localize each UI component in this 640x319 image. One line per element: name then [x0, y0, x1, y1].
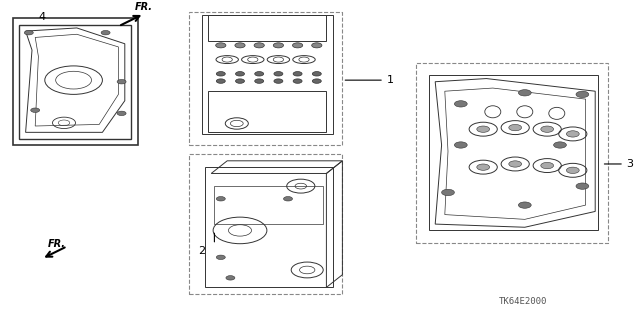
Circle shape — [117, 111, 126, 115]
Circle shape — [541, 126, 554, 132]
Circle shape — [541, 162, 554, 169]
Circle shape — [24, 31, 33, 35]
Circle shape — [566, 131, 579, 137]
Circle shape — [236, 71, 244, 76]
Circle shape — [477, 126, 490, 132]
Circle shape — [117, 79, 126, 84]
Circle shape — [255, 71, 264, 76]
Text: FR.: FR. — [48, 239, 66, 249]
Text: 2: 2 — [198, 246, 205, 256]
Circle shape — [576, 183, 589, 189]
Circle shape — [31, 108, 40, 112]
Circle shape — [518, 202, 531, 208]
Circle shape — [576, 91, 589, 98]
Circle shape — [216, 79, 225, 83]
Circle shape — [236, 79, 244, 83]
Circle shape — [566, 167, 579, 174]
Circle shape — [273, 43, 284, 48]
Circle shape — [254, 43, 264, 48]
Circle shape — [454, 142, 467, 148]
Circle shape — [216, 71, 225, 76]
Circle shape — [235, 43, 245, 48]
Circle shape — [274, 71, 283, 76]
Text: 3: 3 — [626, 159, 633, 169]
Circle shape — [292, 43, 303, 48]
Circle shape — [509, 161, 522, 167]
Circle shape — [216, 255, 225, 260]
Circle shape — [442, 189, 454, 196]
Circle shape — [477, 164, 490, 170]
Circle shape — [312, 43, 322, 48]
Text: 4: 4 — [38, 12, 45, 22]
Circle shape — [216, 43, 226, 48]
Circle shape — [293, 71, 302, 76]
Circle shape — [101, 31, 110, 35]
Circle shape — [518, 90, 531, 96]
Text: TK64E2000: TK64E2000 — [499, 297, 548, 306]
Circle shape — [293, 79, 302, 83]
Circle shape — [312, 79, 321, 83]
Text: FR.: FR. — [134, 2, 152, 12]
Circle shape — [274, 79, 283, 83]
Circle shape — [216, 197, 225, 201]
Circle shape — [554, 142, 566, 148]
Circle shape — [255, 79, 264, 83]
Circle shape — [284, 197, 292, 201]
Circle shape — [312, 71, 321, 76]
Text: 1: 1 — [387, 75, 394, 85]
Circle shape — [509, 124, 522, 131]
Circle shape — [226, 276, 235, 280]
Circle shape — [454, 101, 467, 107]
